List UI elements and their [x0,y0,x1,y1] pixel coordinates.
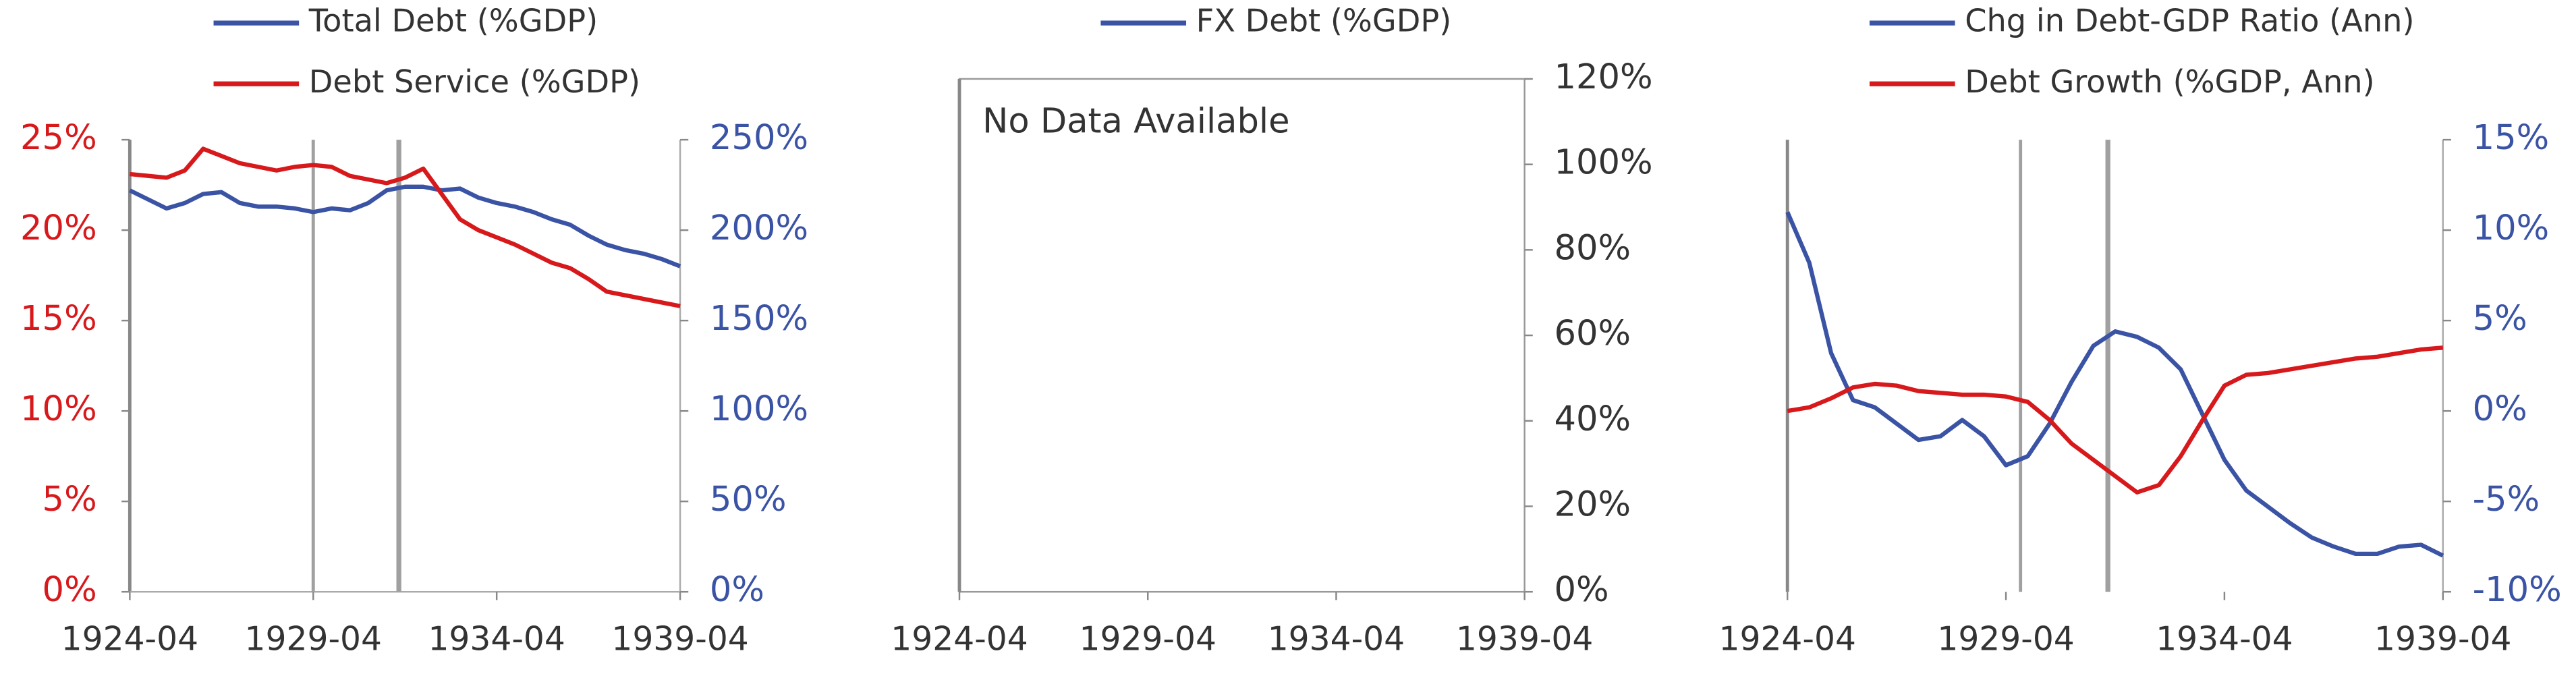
series-line [1787,345,2444,495]
y2-tick-label: -10% [2473,570,2562,610]
x-tick-label: 1934-04 [1268,620,1405,658]
legend-label: Chg in Debt-GDP Ratio (Ann) [1965,3,2414,39]
y-tick-label: 10% [20,389,97,429]
x-tick-label: 1939-04 [611,620,748,658]
legend-label: Debt Growth (%GDP, Ann) [1965,63,2374,100]
legend-label: FX Debt (%GDP) [1196,3,1452,39]
legend-label: Total Debt (%GDP) [308,3,598,39]
y-tick-label: 0% [43,570,97,610]
y2-tick-label: 200% [710,208,808,248]
series-line [128,184,681,269]
x-tick-label: 1924-04 [891,620,1028,658]
y-tick-label: 15% [20,299,97,339]
y2-tick-label: 50% [710,480,787,519]
y2-tick-label: 0% [710,570,764,610]
y2-tick-label: 0% [2473,389,2527,429]
y2-tick-label: 40% [1554,399,1631,439]
y2-tick-label: 100% [1554,143,1652,183]
y2-tick-label: -5% [2473,480,2540,519]
y-tick-label: 25% [20,118,97,158]
plot-frame [958,78,1525,593]
y2-tick-label: 120% [1554,57,1652,97]
legend-label: Debt Service (%GDP) [309,63,640,100]
y-tick-label: 5% [43,480,97,519]
series-line [130,146,681,308]
y2-tick-label: 20% [1554,484,1631,524]
x-tick-label: 1929-04 [1937,620,2074,658]
x-tick-label: 1924-04 [1719,620,1856,658]
y2-tick-label: 80% [1554,228,1631,268]
x-tick-label: 1939-04 [2374,620,2511,658]
y2-tick-label: 60% [1554,314,1631,354]
x-tick-label: 1929-04 [245,620,382,658]
annotation: No Data Available [982,102,1290,142]
x-tick-label: 1929-04 [1080,620,1216,658]
series-line [1785,211,2444,558]
y2-tick-label: 100% [710,389,808,429]
y2-tick-label: 250% [710,118,808,158]
y2-tick-label: 10% [2473,208,2550,248]
y2-tick-label: 150% [710,299,808,339]
y-tick-label: 20% [20,208,97,248]
y2-tick-label: 5% [2473,299,2527,339]
y2-tick-label: 0% [1554,570,1608,610]
x-tick-label: 1934-04 [2156,620,2293,658]
x-tick-label: 1939-04 [1456,620,1593,658]
x-tick-label: 1934-04 [428,620,565,658]
y2-tick-label: 15% [2473,118,2550,158]
x-tick-label: 1924-04 [61,620,198,658]
